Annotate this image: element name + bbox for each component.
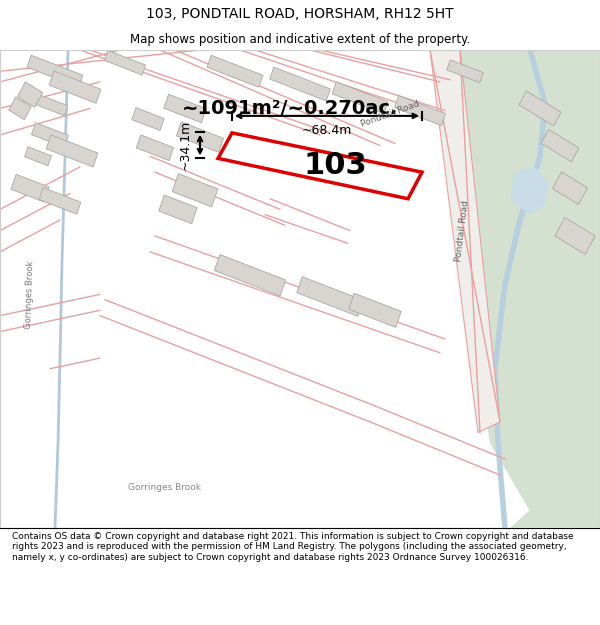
Polygon shape (270, 67, 330, 101)
Polygon shape (176, 122, 224, 152)
Polygon shape (104, 51, 146, 75)
Polygon shape (450, 50, 600, 528)
Polygon shape (9, 98, 31, 119)
Polygon shape (39, 188, 81, 214)
Polygon shape (46, 135, 98, 167)
Polygon shape (349, 293, 401, 328)
Text: 103: 103 (303, 151, 367, 180)
Polygon shape (519, 91, 561, 126)
Text: Gorringes Brook: Gorringes Brook (128, 483, 202, 492)
Polygon shape (214, 254, 286, 296)
Text: ~1091m²/~0.270ac.: ~1091m²/~0.270ac. (182, 99, 398, 118)
Polygon shape (510, 167, 548, 214)
Polygon shape (27, 55, 83, 88)
Polygon shape (297, 277, 363, 316)
Polygon shape (447, 60, 483, 82)
Text: ~34.1m: ~34.1m (179, 120, 192, 170)
Text: Contains OS data © Crown copyright and database right 2021. This information is : Contains OS data © Crown copyright and d… (12, 532, 574, 562)
Text: Pondtail Road: Pondtail Road (454, 199, 470, 262)
Polygon shape (25, 147, 52, 166)
Polygon shape (49, 71, 101, 103)
Polygon shape (36, 95, 68, 116)
Text: 103, PONDTAIL ROAD, HORSHAM, RH12 5HT: 103, PONDTAIL ROAD, HORSHAM, RH12 5HT (146, 7, 454, 21)
Text: ~68.4m: ~68.4m (302, 124, 352, 138)
Polygon shape (32, 122, 68, 148)
Polygon shape (207, 55, 263, 88)
Polygon shape (132, 107, 164, 131)
Text: Pondtail Road: Pondtail Road (359, 99, 421, 129)
Text: Gorringes Brook: Gorringes Brook (25, 260, 35, 329)
Polygon shape (17, 82, 43, 107)
Polygon shape (164, 94, 206, 122)
Polygon shape (510, 464, 600, 528)
Polygon shape (541, 129, 579, 162)
Text: Map shows position and indicative extent of the property.: Map shows position and indicative extent… (130, 32, 470, 46)
Polygon shape (553, 172, 587, 204)
Polygon shape (159, 195, 197, 224)
Polygon shape (332, 82, 388, 114)
Polygon shape (394, 96, 446, 126)
Polygon shape (172, 174, 218, 207)
Polygon shape (430, 50, 500, 432)
Polygon shape (555, 217, 595, 254)
Polygon shape (11, 174, 49, 202)
Polygon shape (136, 135, 173, 161)
Polygon shape (218, 133, 422, 199)
